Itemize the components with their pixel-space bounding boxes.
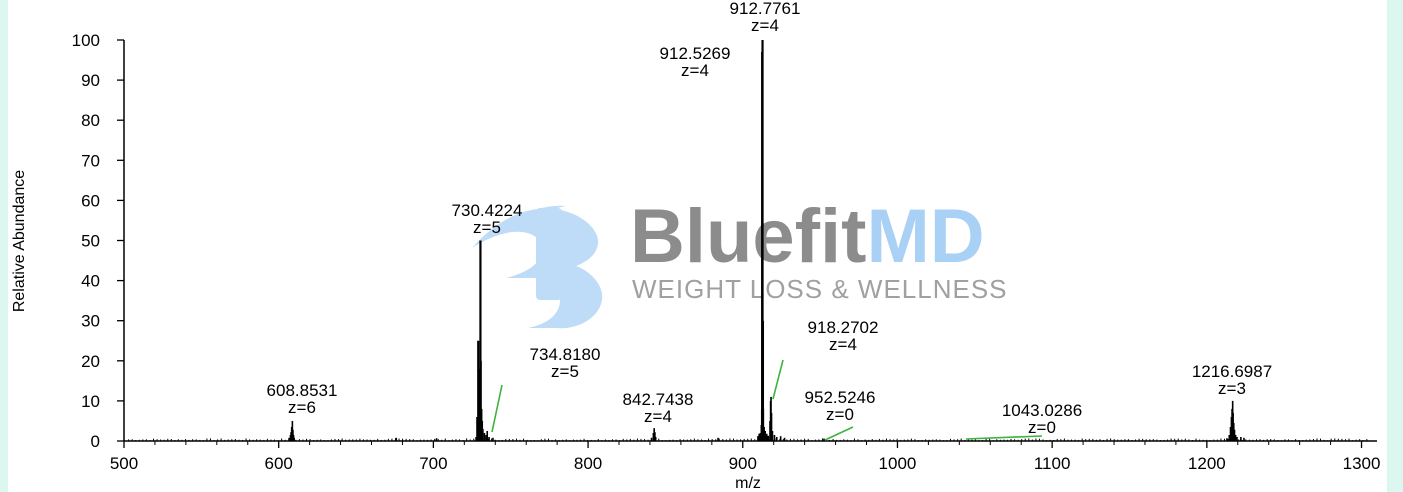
- watermark-name: BluefitMD: [630, 194, 985, 279]
- x-tick-label: 600: [265, 454, 293, 473]
- peak-mz-label: 734.8180: [530, 345, 601, 364]
- x-tick-label: 900: [729, 454, 757, 473]
- peak-charge-label: z=5: [473, 218, 501, 237]
- watermark-name-part2: MD: [866, 194, 984, 279]
- peak-mz-label: 952.5246: [805, 388, 876, 407]
- peak-charge-label: z=4: [681, 61, 709, 80]
- peak-mz-label: 1043.0286: [1002, 401, 1082, 420]
- peak-charge-label: z=0: [826, 405, 854, 424]
- peak-charge-label: z=4: [829, 335, 857, 354]
- peak-charge-label: z=0: [1028, 418, 1056, 437]
- peak-label-leader: [491, 384, 503, 433]
- x-tick-label: 1200: [1188, 454, 1226, 473]
- x-axis-ticks: 500 600 700 800 900 1000 1100 1200 1300: [110, 441, 1381, 473]
- spectrum-trace: [128, 40, 1368, 441]
- y-axis-label: Relative Abundance: [11, 170, 28, 312]
- x-tick-label: 1000: [879, 454, 917, 473]
- x-axis-label: m/z: [735, 475, 761, 492]
- y-tick-label: 70: [81, 151, 100, 170]
- y-tick-label: 100: [72, 31, 100, 50]
- bluefit-logo-icon: [472, 205, 603, 329]
- peak-mz-label: 730.4224: [452, 201, 523, 220]
- peak-labels: 608.8531z=6730.4224z=5734.8180z=5842.743…: [267, 0, 1272, 441]
- peak-mz-label: 842.7438: [623, 390, 694, 409]
- bluefitmd-watermark: BluefitMD WEIGHT LOSS & WELLNESS: [472, 194, 1008, 329]
- y-tick-label: 0: [91, 432, 100, 451]
- peak-mz-label: 918.2702: [808, 318, 879, 337]
- peak-charge-label: z=6: [288, 398, 316, 417]
- peak-charge-label: z=5: [551, 362, 579, 381]
- peak-mz-label: 912.5269: [660, 44, 731, 63]
- x-tick-label: 800: [574, 454, 602, 473]
- peak-charge-label: z=4: [644, 407, 672, 426]
- y-tick-label: 40: [81, 272, 100, 291]
- left-frame-strip: [0, 0, 8, 492]
- x-tick-label: 1100: [1034, 454, 1071, 473]
- y-tick-label: 90: [81, 71, 100, 90]
- x-tick-label: 1300: [1343, 454, 1381, 473]
- y-tick-label: 80: [81, 111, 100, 130]
- peak-charge-label: z=3: [1218, 379, 1246, 398]
- peak-mz-label: 608.8531: [267, 381, 338, 400]
- peak-label-leader: [772, 359, 784, 400]
- peak-mz-label: 1216.6987: [1192, 362, 1272, 381]
- peak-mz-label: 912.7761: [730, 0, 801, 18]
- y-tick-label: 10: [81, 392, 100, 411]
- y-tick-label: 20: [81, 352, 100, 371]
- y-axis-ticks: 0 10 20 30 40 50 60 70 80 90 100: [72, 31, 124, 451]
- x-tick-label: 500: [110, 454, 138, 473]
- y-tick-label: 60: [81, 191, 100, 210]
- peak-label-leader: [965, 435, 1043, 440]
- peak-charge-label: z=4: [751, 16, 779, 35]
- peak-label-leader: [824, 426, 854, 441]
- right-frame-strip: [1387, 0, 1403, 492]
- y-tick-label: 30: [81, 312, 100, 331]
- x-tick-label: 700: [419, 454, 447, 473]
- y-tick-label: 50: [81, 232, 100, 251]
- watermark-name-part1: Bluefit: [630, 194, 866, 279]
- watermark-tagline: WEIGHT LOSS & WELLNESS: [632, 274, 1008, 304]
